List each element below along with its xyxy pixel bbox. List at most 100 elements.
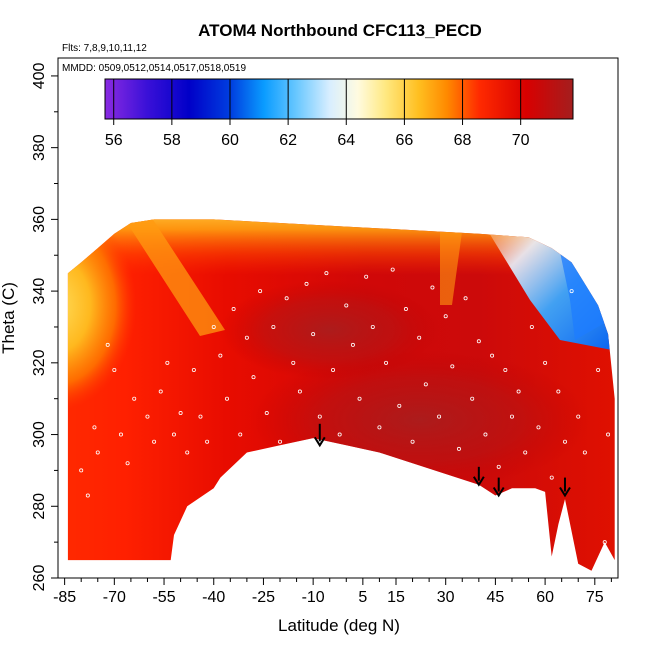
- sample-point: [357, 396, 362, 401]
- sample-point: [423, 382, 428, 387]
- sample-points: [79, 253, 611, 545]
- sample-point: [397, 403, 402, 408]
- chart-title: ATOM4 Northbound CFC113_PECD: [198, 21, 482, 40]
- sample-point: [589, 253, 594, 258]
- colorbar-tick-label: 68: [454, 132, 472, 149]
- colorbar-tick-label: 58: [163, 132, 181, 149]
- sample-point: [430, 285, 435, 290]
- sample-point: [536, 425, 541, 430]
- sample-point: [390, 267, 395, 272]
- sample-point: [437, 414, 442, 419]
- y-axis-label: Theta (C): [0, 282, 18, 354]
- sample-point: [145, 414, 150, 419]
- colorbar-ticks: 56 58 60 62 64 66 68 70: [105, 79, 530, 149]
- colorbar-tick-label: 70: [512, 132, 530, 149]
- sample-point: [384, 360, 389, 365]
- sample-point: [205, 439, 210, 444]
- sample-point: [529, 324, 534, 329]
- sample-point: [218, 353, 223, 358]
- sample-point: [417, 335, 422, 340]
- x-tick-label: 45: [486, 589, 504, 606]
- x-tick-label: 60: [536, 589, 554, 606]
- y-tick-label: 260: [31, 565, 48, 592]
- sample-point: [304, 281, 309, 286]
- dates-annotation: MMDD: 0509,0512,0514,0517,0518,0519: [62, 63, 246, 74]
- sample-point: [297, 389, 302, 394]
- sample-point: [543, 360, 548, 365]
- sample-point: [171, 432, 176, 437]
- sample-point: [231, 307, 236, 312]
- y-tick-label: 300: [31, 421, 48, 448]
- sample-point: [278, 439, 283, 444]
- sample-point: [556, 389, 561, 394]
- sample-point: [92, 425, 97, 430]
- sample-point: [244, 335, 249, 340]
- arrow-head: [559, 486, 571, 498]
- sample-point: [311, 332, 316, 337]
- x-tick-label: -40: [202, 589, 225, 606]
- colorbar: 56 58 60 62 64 66 68 70: [104, 78, 574, 149]
- x-tick-label: -85: [53, 589, 76, 606]
- colorbar-tick-label: 64: [337, 132, 355, 149]
- sample-point: [152, 439, 157, 444]
- sample-point: [264, 411, 269, 416]
- sample-point: [470, 396, 475, 401]
- sample-point: [85, 493, 90, 498]
- sample-point: [596, 367, 601, 372]
- sample-point: [132, 396, 137, 401]
- sample-point: [198, 414, 203, 419]
- x-tick-label: -10: [302, 589, 325, 606]
- sample-point: [165, 360, 170, 365]
- x-axis: -85 -70 -55 -40 -25 -10 5 15 30 45 60 75: [53, 578, 612, 606]
- sample-point: [456, 446, 461, 451]
- sample-point: [191, 367, 196, 372]
- y-tick-label: 340: [31, 278, 48, 305]
- sample-point: [112, 367, 117, 372]
- arrow-head: [313, 436, 326, 448]
- sample-point: [483, 432, 488, 437]
- y-tick-label: 380: [31, 134, 48, 161]
- x-axis-label: Latitude (deg N): [278, 616, 400, 635]
- sample-point: [224, 396, 229, 401]
- y-tick-label: 400: [31, 62, 48, 89]
- sample-point: [576, 414, 581, 419]
- sample-point: [79, 468, 84, 473]
- x-tick-label: -55: [152, 589, 175, 606]
- field-mid-wedge: [440, 232, 462, 305]
- arrow-head: [492, 486, 505, 498]
- y-tick-label: 280: [31, 493, 48, 520]
- x-tick-label: -70: [103, 589, 126, 606]
- sample-point: [337, 432, 342, 437]
- sample-point: [450, 364, 455, 369]
- sample-point: [324, 271, 329, 276]
- sample-point: [549, 475, 554, 480]
- sample-point: [178, 411, 183, 416]
- y-axis: 260 280 300 320 340 360 380 400: [31, 62, 58, 591]
- sample-point: [569, 289, 574, 294]
- sample-point: [118, 432, 123, 437]
- sample-point: [238, 432, 243, 437]
- sample-point: [185, 450, 190, 455]
- heatmap-field: [67, 219, 615, 571]
- sample-point: [364, 274, 369, 279]
- field-dark-core-2: [220, 280, 440, 380]
- x-tick-label: -25: [252, 589, 275, 606]
- sample-point: [602, 540, 607, 545]
- sample-point: [344, 303, 349, 308]
- sample-point: [105, 342, 110, 347]
- y-tick-label: 320: [31, 349, 48, 376]
- sample-point: [523, 450, 528, 455]
- x-tick-label: 75: [586, 589, 604, 606]
- sample-point: [317, 414, 322, 419]
- sample-point: [331, 367, 336, 372]
- sample-point: [496, 464, 501, 469]
- sample-point: [410, 439, 415, 444]
- arrow-head: [472, 476, 485, 487]
- flights-annotation: Flts: 7,8,9,10,11,12: [62, 43, 147, 54]
- colorbar-gradient: [104, 78, 574, 120]
- colorbar-tick-label: 60: [221, 132, 239, 149]
- sample-point: [463, 296, 468, 301]
- colorbar-tick-label: 62: [279, 132, 297, 149]
- sample-point: [258, 289, 263, 294]
